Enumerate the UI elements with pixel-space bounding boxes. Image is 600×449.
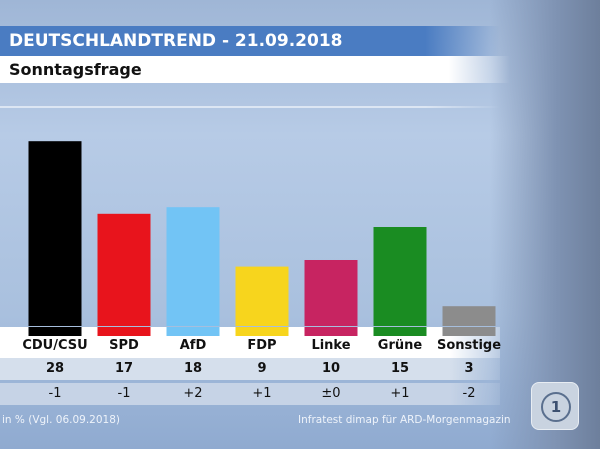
footnote: in % (Vgl. 06.09.2018) (2, 414, 120, 426)
change-label: -1 (48, 386, 62, 401)
bar-6 (442, 306, 496, 326)
bar-4 (304, 260, 358, 326)
change-label: ±0 (321, 386, 341, 401)
legend-swatch-3 (235, 327, 289, 336)
bar-2 (166, 207, 220, 326)
value-label: 15 (390, 361, 410, 376)
legend-swatch-6 (442, 327, 496, 336)
change-label: -1 (117, 386, 131, 401)
bar-3 (235, 266, 289, 326)
source: Infratest dimap für ARD-Morgenmagazin (298, 414, 511, 426)
bar-5 (373, 227, 427, 326)
category-label: Sonstige (436, 338, 502, 353)
value-label: 3 (464, 361, 474, 376)
ard-logo-icon: 1 (541, 392, 571, 422)
page-title: DEUTSCHLANDTREND - 21.09.2018 (0, 26, 500, 56)
category-label: FDP (247, 338, 277, 353)
value-label: 10 (321, 361, 341, 376)
ard-logo: 1 (531, 382, 579, 430)
bar-1 (97, 213, 151, 326)
divider (0, 106, 500, 108)
category-label: AfD (179, 338, 207, 353)
value-label: 18 (183, 361, 203, 376)
category-label: Grüne (377, 338, 423, 353)
value-label: 17 (114, 361, 134, 376)
change-row (0, 383, 500, 405)
change-label: +2 (183, 386, 203, 401)
category-label: SPD (109, 338, 139, 353)
change-label: -2 (462, 386, 476, 401)
legend-swatch-2 (166, 327, 220, 336)
legend-swatch-0 (28, 327, 82, 336)
legend-swatch-5 (373, 327, 427, 336)
category-label: CDU/CSU (22, 338, 88, 353)
value-label: 9 (257, 361, 267, 376)
category-label: Linke (311, 338, 351, 353)
change-label: +1 (252, 386, 272, 401)
chart-subtitle: Sonntagsfrage (0, 56, 510, 83)
value-row (0, 358, 500, 380)
legend-swatch-1 (97, 327, 151, 336)
legend-swatch-4 (304, 327, 358, 336)
change-label: +1 (390, 386, 410, 401)
value-label: 28 (45, 361, 65, 376)
bar-0 (28, 141, 82, 326)
